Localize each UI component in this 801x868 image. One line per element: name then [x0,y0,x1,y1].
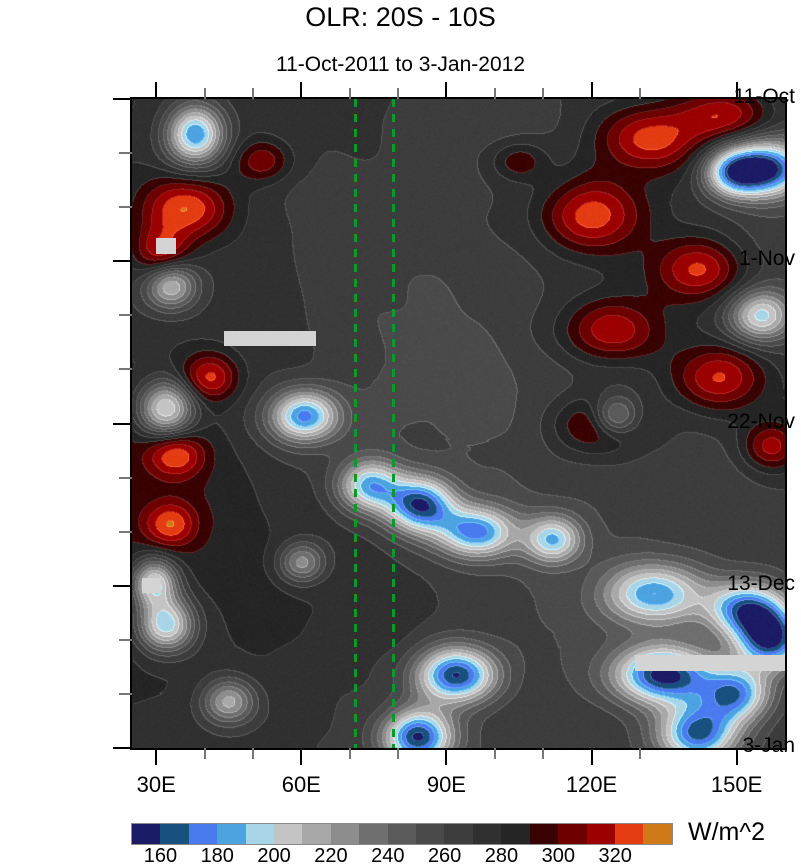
y-tick-minor [119,476,132,479]
x-tick-minor [638,88,641,99]
y-tick-minor [119,638,132,641]
green-dashed-line-right [392,99,396,748]
x-tick-major [155,82,158,99]
colorbar-tick-label: 240 [371,845,405,867]
green-dashed-line-left [353,99,357,748]
y-tick-minor [119,530,132,533]
y-tick-minor [119,206,132,209]
y-tick-label: 3-Jan [742,734,795,757]
colorbar-cell [302,824,331,844]
colorbar-tick-label: 260 [427,845,462,867]
y-tick-major [113,422,132,425]
olr-field-canvas [132,99,785,748]
colorbar-tick-label: 280 [484,845,519,867]
x-tick-label: 90E [426,772,466,797]
y-tick-major [113,260,132,263]
colorbar-cell [501,824,530,844]
x-tick-minor [348,88,351,99]
x-tick-major [300,748,303,765]
x-tick-label: 30E [136,772,176,797]
x-tick-minor [348,748,351,759]
x-tick-label: 60E [281,772,321,797]
plot-frame-top [132,97,787,99]
x-tick-major [155,748,158,765]
colorbar-tick-label: 320 [598,845,632,867]
x-tick-minor [397,748,400,759]
x-tick-label: 150E [710,772,763,797]
colorbar-cell [529,824,559,844]
x-tick-label: 120E [565,772,618,797]
x-tick-minor [542,88,545,99]
x-tick-major [590,82,593,99]
colorbar-cell [416,824,445,844]
x-tick-minor [638,748,641,759]
x-tick-minor [203,88,206,99]
plot-frame-right [785,97,787,750]
y-tick-minor [119,152,132,155]
x-tick-major [445,748,448,765]
y-tick-minor [119,314,132,317]
x-tick-minor [251,748,254,759]
colorbar-units-label: W/m^2 [688,818,766,846]
colorbar-cell [558,824,587,844]
x-tick-minor [251,88,254,99]
x-tick-major [590,748,593,765]
missing-data-block-1 [156,238,176,254]
colorbar-cell [586,824,615,844]
colorbar-cell [472,824,502,844]
colorbar-cell [330,824,360,844]
colorbar-cell [444,824,473,844]
colorbar-cell [643,824,672,844]
colorbar-tick-label: 180 [200,845,234,867]
x-tick-major [735,82,738,99]
colorbar-tick-label: 200 [257,845,291,867]
chart-subtitle: 11-Oct-2011 to 3-Jan-2012 [275,53,526,76]
colorbar-tick-label: 160 [143,845,178,867]
y-tick-major [113,747,132,749]
y-tick-label: 13-Dec [727,571,795,595]
missing-data-block-3 [141,578,162,594]
colorbar-cell [217,824,246,844]
missing-data-block-4 [635,655,785,671]
colorbar-cell [188,824,218,844]
chart-title: OLR: 20S - 10S [305,2,496,32]
y-tick-major [113,584,132,587]
colorbar-tick-label: 220 [314,845,348,867]
colorbar-cell [132,824,161,844]
x-tick-minor [203,748,206,759]
y-tick-label: 1-Nov [738,247,795,271]
y-tick-label: 11-Oct [733,85,795,108]
hovmoller-plot-area[interactable] [132,99,785,748]
colorbar-cell [387,824,417,844]
y-tick-major [113,98,132,100]
x-tick-major [300,82,303,99]
y-tick-minor [119,368,132,371]
x-tick-major [735,748,738,765]
x-tick-minor [493,88,496,99]
y-tick-label: 22-Nov [727,409,795,433]
x-tick-major [445,82,448,99]
colorbar-cell [245,824,275,844]
colorbar-cell [274,824,303,844]
colorbar-cell [359,824,388,844]
x-tick-minor [542,748,545,759]
missing-data-block-2 [223,330,316,347]
x-tick-minor [397,88,400,99]
y-tick-minor [119,692,132,695]
colorbar-cell [160,824,189,844]
colorbar[interactable] [131,823,673,845]
colorbar-tick-label: 300 [541,845,575,867]
colorbar-cell [614,824,644,844]
x-tick-minor [493,748,496,759]
plot-frame-bottom [132,748,787,750]
